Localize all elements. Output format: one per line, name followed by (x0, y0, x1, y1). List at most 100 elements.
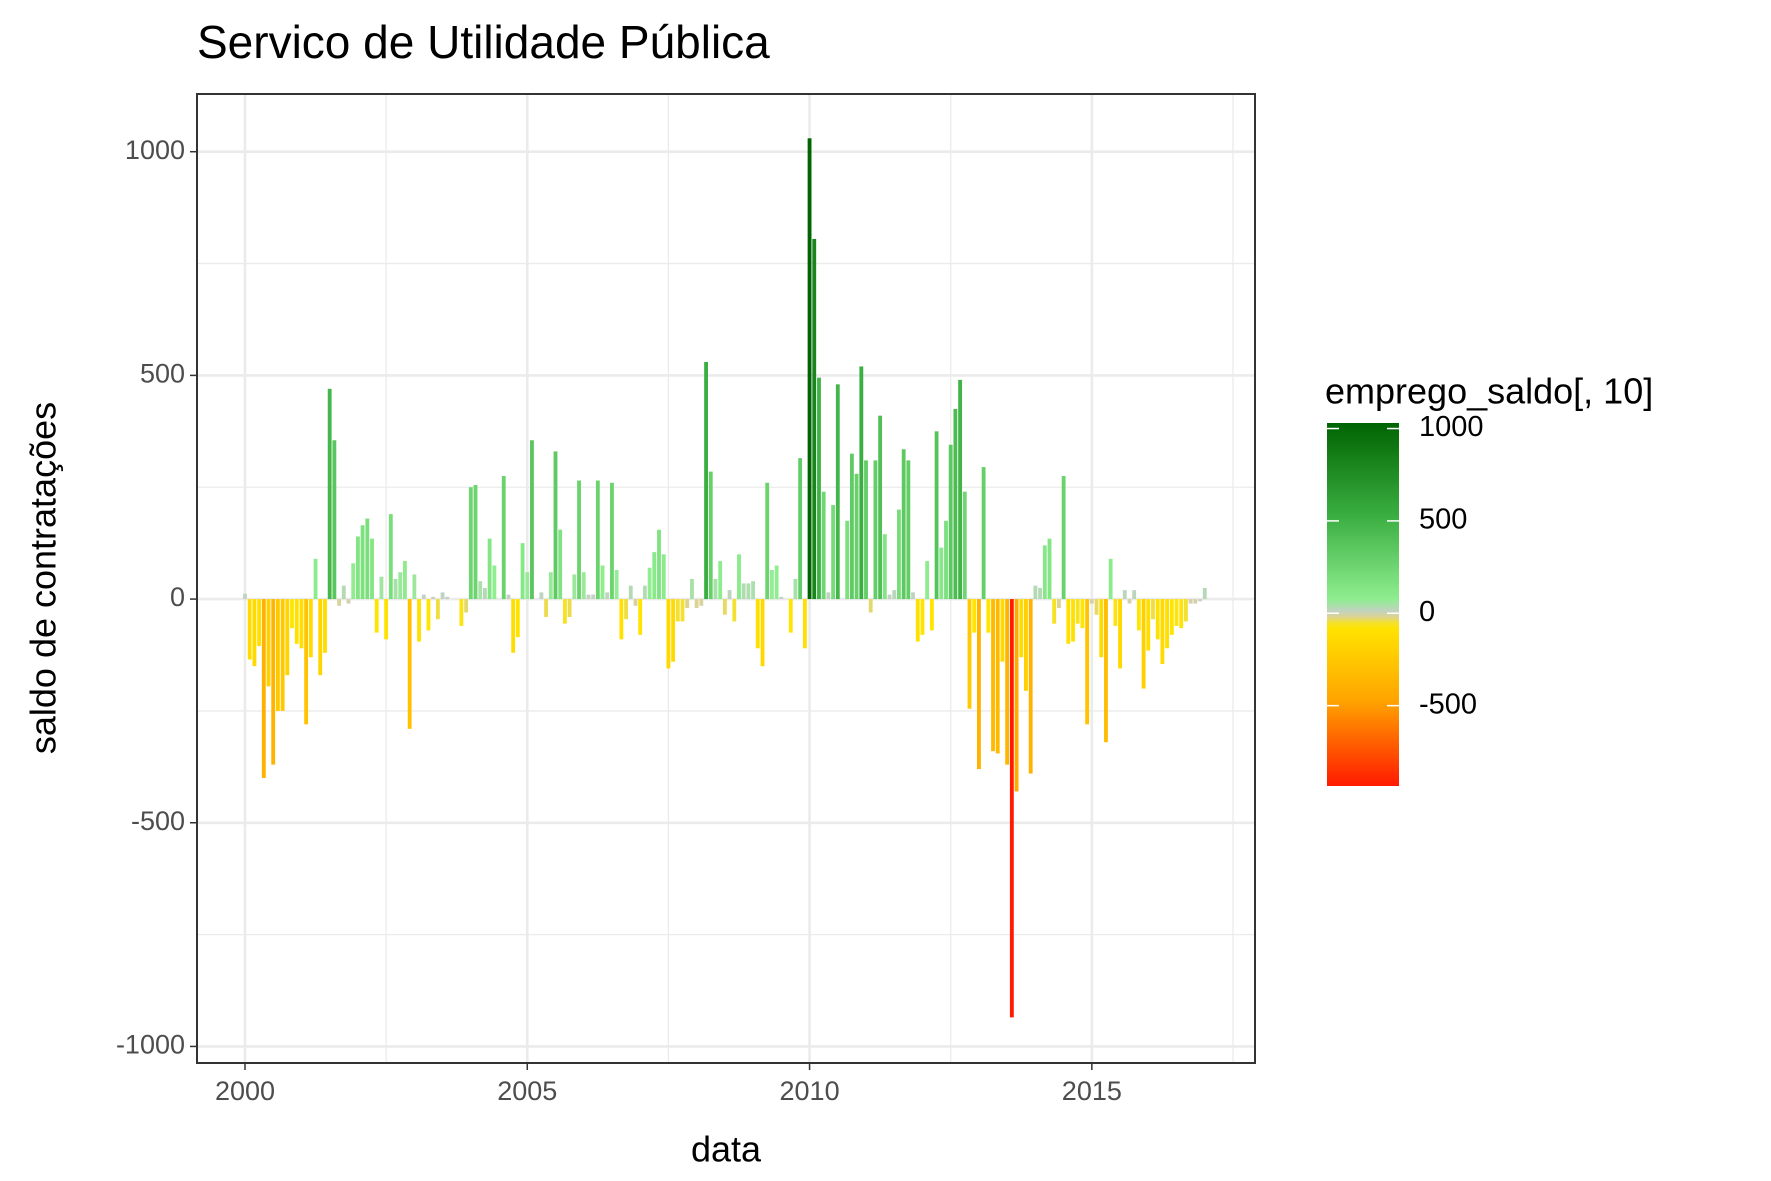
bar (642, 585, 647, 600)
bar (652, 552, 657, 600)
bar (468, 487, 473, 600)
bar (906, 460, 911, 600)
bar (327, 388, 332, 600)
bar (304, 599, 309, 725)
bar (755, 599, 760, 649)
bar (539, 592, 544, 600)
bar (393, 578, 398, 600)
bar (718, 561, 723, 600)
bar (929, 599, 934, 631)
bar (544, 599, 548, 617)
bar (1024, 599, 1028, 691)
bar (1104, 599, 1108, 743)
legend-label: 1000 (1419, 411, 1484, 443)
bar (624, 599, 628, 620)
bar (1151, 599, 1155, 620)
bar (1160, 599, 1165, 664)
y-tick-label: -1000 (116, 1030, 185, 1060)
bar (577, 480, 581, 600)
bar (953, 408, 958, 600)
bar (285, 599, 290, 676)
bar (459, 599, 464, 626)
bar (1080, 599, 1085, 629)
y-tick-label: 1000 (125, 135, 185, 165)
bar (817, 377, 821, 600)
x-axis-title: data (691, 1129, 762, 1170)
bar (1174, 599, 1179, 626)
bar (1075, 599, 1080, 624)
bar (370, 538, 374, 600)
bar (403, 561, 407, 600)
bar (492, 565, 497, 600)
bar (1099, 599, 1104, 658)
bar (892, 590, 897, 600)
bar (802, 599, 807, 649)
bar (435, 599, 440, 620)
bar (713, 578, 718, 600)
bar (1155, 599, 1160, 640)
bar (426, 599, 431, 631)
bar (769, 570, 774, 600)
bar (826, 592, 831, 600)
x-tick-label: 2005 (497, 1076, 557, 1106)
x-tick-label: 2010 (780, 1076, 840, 1106)
y-axis-title: saldo de contratações (23, 402, 64, 754)
bar (398, 572, 403, 600)
bar (685, 599, 690, 609)
bar (271, 599, 276, 765)
bar (788, 599, 793, 633)
bar (981, 467, 986, 600)
bar (962, 491, 967, 600)
bar (1188, 599, 1193, 604)
bar (1000, 599, 1005, 662)
bar (275, 599, 280, 711)
bar (515, 599, 520, 638)
bar (553, 451, 558, 600)
bar (944, 520, 948, 600)
bar (887, 594, 892, 600)
bar (619, 599, 624, 640)
bar (901, 449, 906, 600)
bar (859, 366, 864, 600)
legend-label: 500 (1419, 504, 1467, 536)
bar (360, 525, 365, 600)
bar (337, 599, 342, 606)
bar (614, 570, 619, 600)
bar (1042, 545, 1047, 600)
bar (605, 592, 610, 600)
bar (727, 590, 732, 600)
bar (1198, 599, 1202, 602)
bar (732, 599, 737, 622)
bar (939, 547, 944, 600)
bar (478, 581, 483, 600)
bar (821, 491, 826, 600)
bar (1179, 599, 1184, 629)
bar (948, 444, 953, 600)
bar (487, 538, 492, 600)
y-tick-label: -500 (131, 806, 185, 836)
panel-border (196, 93, 1256, 1064)
bar (445, 596, 450, 600)
bar (558, 529, 563, 600)
bar (1033, 585, 1038, 600)
bar (318, 599, 323, 676)
bar (864, 460, 868, 600)
bar (812, 238, 817, 600)
bar (351, 563, 356, 600)
bar (1047, 538, 1052, 600)
bar (699, 599, 704, 606)
bar (247, 599, 252, 660)
bar (440, 592, 445, 600)
bar (252, 599, 257, 667)
bar (595, 480, 600, 600)
bar (431, 596, 436, 600)
bar (572, 574, 577, 600)
legend-title: emprego_saldo[, 10] (1325, 371, 1653, 412)
bar (341, 585, 346, 600)
bar (972, 599, 977, 633)
bar (520, 543, 525, 600)
bar (323, 599, 327, 653)
bar (986, 599, 991, 633)
bar (737, 554, 741, 600)
